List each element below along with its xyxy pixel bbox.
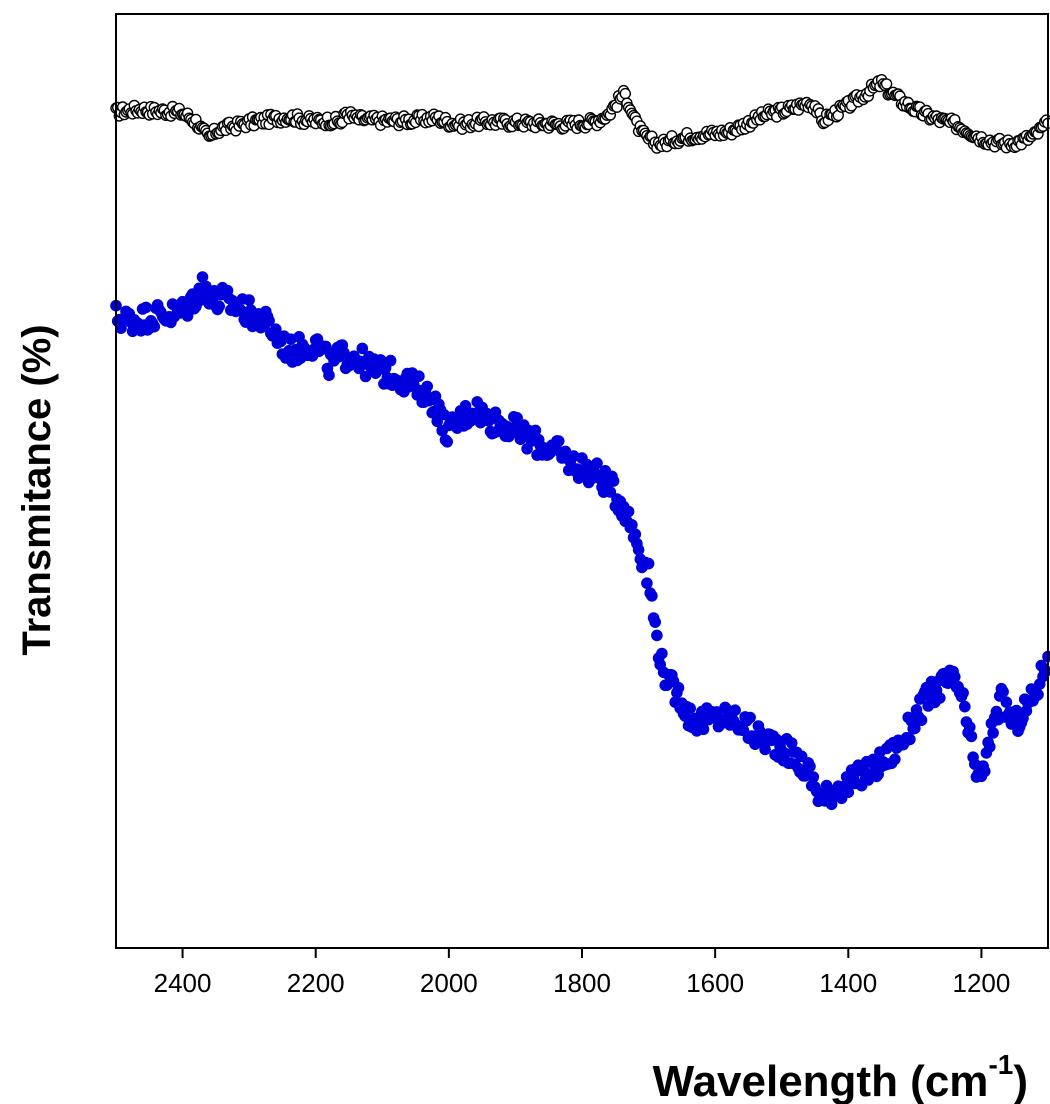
- series-2-point: [651, 630, 662, 641]
- series-1-point: [620, 89, 630, 99]
- series-2-point: [608, 476, 619, 487]
- series-2-point: [641, 578, 652, 589]
- series-2-point: [442, 436, 453, 447]
- series-2-point: [889, 754, 900, 765]
- x-axis-title-superscript: -1: [988, 1049, 1013, 1080]
- series-1: [111, 75, 1050, 153]
- series-2-point: [646, 590, 657, 601]
- series-2-point: [360, 371, 371, 382]
- series-2-point: [149, 321, 160, 332]
- series-2-point: [643, 558, 654, 569]
- x-tick-label-2200: 2200: [287, 968, 345, 998]
- x-tick-label-2000: 2000: [420, 968, 478, 998]
- series-2-point: [988, 727, 999, 738]
- series-2-point: [826, 799, 837, 810]
- x-axis-title-suffix: ): [1013, 1057, 1028, 1104]
- series-2-point: [422, 381, 433, 392]
- x-tick-label-1800: 1800: [553, 968, 611, 998]
- series-2-point: [650, 617, 661, 628]
- series-2-point: [656, 648, 667, 659]
- series-2-point: [698, 724, 709, 735]
- series-layer: [111, 75, 1050, 810]
- series-2-point: [553, 436, 564, 447]
- series-2-point: [214, 301, 225, 312]
- series-2-point: [949, 671, 960, 682]
- series-2-point: [324, 370, 335, 381]
- series-2-point: [623, 506, 634, 517]
- x-axis-ticks: 2400 2200 2000 1800 1600 1400 1200: [154, 948, 1011, 998]
- series-2-point: [244, 295, 255, 306]
- series-2-point: [1001, 697, 1012, 708]
- series-2-point: [385, 355, 396, 366]
- series-2-point: [998, 686, 1009, 697]
- series-2-point: [592, 458, 603, 469]
- series-2-point: [805, 761, 816, 772]
- series-2-point: [808, 772, 819, 783]
- series-2-point: [916, 715, 927, 726]
- series-1-point: [882, 79, 892, 89]
- series-2-point: [934, 693, 945, 704]
- series-2-point: [984, 741, 995, 752]
- y-axis-title: Transmitance (%): [15, 324, 59, 655]
- series-2-point: [413, 371, 424, 382]
- series-2-point: [633, 544, 644, 555]
- series-2-point: [1033, 689, 1044, 700]
- series-2-point: [959, 701, 970, 712]
- series-2-point: [685, 703, 696, 714]
- series-2-point: [141, 302, 152, 313]
- x-tick-label-2400: 2400: [154, 968, 212, 998]
- x-tick-label-1200: 1200: [953, 968, 1011, 998]
- series-2-point: [966, 731, 977, 742]
- series-2-point: [673, 682, 684, 693]
- x-axis-title-main: Wavelength (cm: [653, 1057, 989, 1104]
- series-2-point: [958, 687, 969, 698]
- series-2: [111, 272, 1050, 810]
- series-2-point: [745, 712, 756, 723]
- x-tick-label-1600: 1600: [686, 968, 744, 998]
- series-2-point: [730, 705, 741, 716]
- series-2-point: [760, 744, 771, 755]
- x-axis-title: Wavelength (cm-1): [653, 1049, 1028, 1104]
- x-tick-label-1400: 1400: [819, 968, 877, 998]
- series-2-point: [904, 734, 915, 745]
- series-2-point: [979, 766, 990, 777]
